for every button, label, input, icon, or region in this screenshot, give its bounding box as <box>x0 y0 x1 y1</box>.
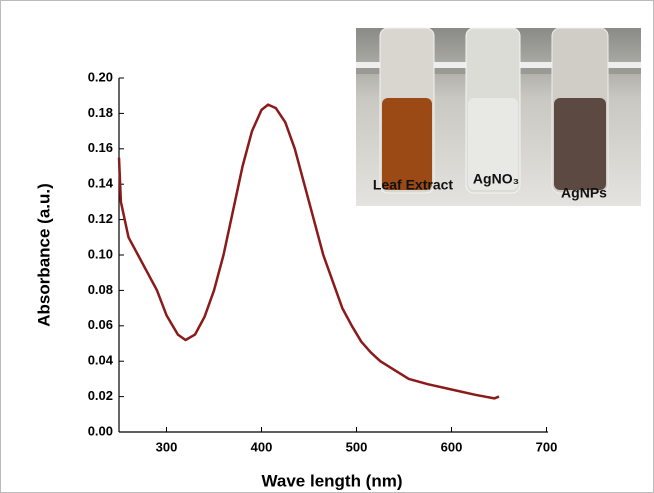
inset-label: Leaf Extract <box>373 177 453 193</box>
x-tick-label: 300 <box>156 439 178 454</box>
y-tick-label: 0.12 <box>88 211 113 226</box>
y-axis-title: Absorbance (a.u.) <box>34 183 53 327</box>
x-axis-title: Wave length (nm) <box>261 471 402 490</box>
x-tick-label: 500 <box>346 439 368 454</box>
inset-label: AgNPs <box>561 185 607 201</box>
y-tick-label: 0.10 <box>88 246 113 261</box>
x-tick-label: 700 <box>536 439 558 454</box>
inset-photo: Leaf Extract AgNO₃ AgNPs <box>356 27 641 206</box>
y-tick-label: 0.20 <box>88 69 113 84</box>
y-tick-label: 0.02 <box>88 388 113 403</box>
y-tick-label: 0.08 <box>88 282 113 297</box>
x-tick-label: 400 <box>251 439 273 454</box>
y-tick-label: 0.14 <box>88 176 114 191</box>
x-tick-label: 600 <box>441 439 463 454</box>
y-tick-label: 0.06 <box>88 317 113 332</box>
y-tick-label: 0.04 <box>88 353 114 368</box>
y-tick-label: 0.00 <box>88 423 113 438</box>
inset-label: AgNO₃ <box>473 171 519 187</box>
y-tick-label: 0.16 <box>88 140 113 155</box>
y-tick-label: 0.18 <box>88 105 113 120</box>
spectrum-line <box>117 103 500 400</box>
